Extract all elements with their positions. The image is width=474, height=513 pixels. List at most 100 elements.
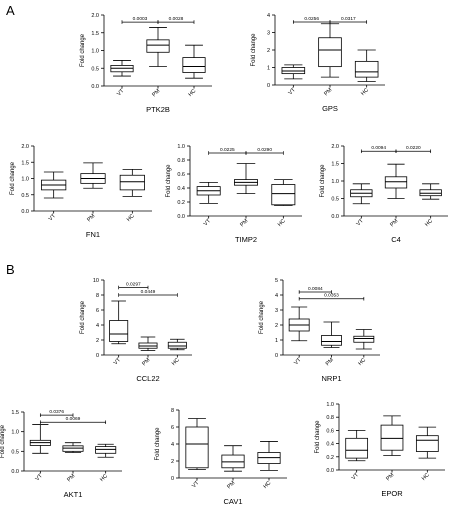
y-tick-label: 0.0 — [331, 214, 339, 220]
x-tick-label: HC — [99, 473, 109, 483]
y-tick-label: 1.5 — [11, 410, 19, 416]
y-tick-label: 3 — [267, 31, 270, 37]
y-tick-label: 0.4 — [177, 186, 185, 192]
y-tick-label: 2 — [171, 459, 174, 465]
panel-label-b: B — [6, 262, 15, 277]
y-tick-label: 0.0 — [91, 84, 99, 90]
p-value-bracket: 0.0094 — [360, 145, 397, 154]
p-value-label: 0.0084 — [308, 286, 323, 292]
y-tick-label: 0.5 — [91, 66, 99, 72]
x-tick-label: HC — [424, 218, 434, 228]
x-tick-label: VT — [351, 472, 361, 482]
box-vt — [196, 181, 221, 204]
chart-c4: 0.0 0.5 1.0 1.5 2.0 Fold change VT PM HC C4 0.0094… — [320, 144, 448, 244]
box-vt — [109, 300, 129, 345]
x-tick-label: PM — [226, 480, 236, 490]
y-tick-label: 4 — [171, 442, 174, 448]
y-tick-label: 1.0 — [21, 177, 29, 183]
y-tick-label: 0.8 — [177, 158, 185, 164]
p-value-label: 0.0376 — [49, 409, 64, 415]
chart-akt1: 0.0 0.5 1.0 1.5 Fold change VT PM HC AKT1 0.03760… — [0, 409, 122, 499]
box-hc — [257, 441, 281, 471]
box-body — [146, 39, 170, 53]
x-tick-label: PM — [385, 472, 395, 482]
box-body — [321, 335, 342, 346]
x-tick-label: PM — [86, 213, 96, 223]
y-tick-label: 10 — [93, 278, 99, 284]
y-tick-label: 2.0 — [91, 13, 99, 19]
p-value-label: 0.0317 — [341, 16, 356, 22]
chart-epor: 0.0 0.2 0.4 0.6 0.8 1.0 Fold change VT PM HC EPOR — [315, 402, 445, 498]
box-body — [95, 446, 117, 454]
y-tick-label: 2 — [96, 338, 99, 344]
gene-title: GPS — [322, 104, 338, 113]
p-value-label: 0.0028 — [169, 16, 184, 22]
y-tick-label: 5 — [275, 278, 278, 284]
x-tick-label: VT — [356, 218, 366, 228]
box-hc — [95, 443, 117, 458]
p-value-label: 0.0069 — [66, 416, 81, 422]
x-tick-label: VT — [288, 87, 298, 97]
y-axis-label: Fold change — [0, 424, 6, 458]
x-tick-label: PM — [389, 218, 399, 228]
y-tick-label: 0.6 — [177, 172, 185, 178]
p-value-bracket: 0.0317 — [329, 16, 368, 24]
x-tick-label: HC — [188, 88, 198, 98]
box-pm — [318, 23, 342, 78]
p-value-label: 0.0094 — [371, 145, 386, 151]
y-tick-label: 0.5 — [331, 197, 339, 203]
p-value-bracket: 0.0220 — [395, 145, 432, 154]
y-axis-label: Fold change — [315, 420, 321, 454]
chart-fn1: 0.0 0.5 1.0 1.5 2.0 Fold change VT PM HC FN1 — [10, 144, 152, 239]
y-tick-label: 0 — [275, 353, 278, 359]
box-hc — [119, 168, 145, 197]
x-tick-label: PM — [239, 218, 249, 228]
box-pm — [384, 163, 408, 199]
p-value-bracket: 0.0003 — [121, 16, 159, 24]
x-tick-label: VT — [203, 218, 213, 228]
p-value-bracket: 0.0376 — [39, 409, 74, 417]
y-tick-label: 0 — [96, 353, 99, 359]
p-value-label: 0.0297 — [126, 281, 141, 287]
panel-label-a: A — [6, 3, 15, 18]
y-tick-label: 0.0 — [11, 469, 19, 475]
box-body — [353, 335, 375, 343]
y-tick-label: 0.5 — [11, 449, 19, 455]
y-tick-label: 8 — [96, 293, 99, 299]
y-tick-label: 3 — [275, 308, 278, 314]
box-body — [415, 435, 439, 452]
y-tick-label: 2 — [267, 48, 270, 54]
box-body — [384, 176, 408, 189]
y-axis-label: Fold change — [320, 164, 326, 198]
y-tick-label: 0.0 — [177, 214, 185, 220]
box-hc — [167, 338, 187, 351]
box-body — [271, 184, 296, 206]
box-pm — [380, 415, 404, 456]
box-vt — [41, 171, 67, 199]
gene-title: EPOR — [381, 489, 403, 498]
p-value-label: 0.0003 — [133, 16, 148, 22]
p-value-bracket: 0.0297 — [118, 281, 149, 290]
y-axis-label: Fold change — [251, 33, 257, 67]
box-vt — [110, 60, 134, 77]
y-tick-label: 6 — [171, 425, 174, 431]
chart-timp2: 0.0 0.2 0.4 0.6 0.8 1.0 Fold change VT PM HC TIMP2… — [166, 144, 302, 244]
y-tick-label: 1.0 — [91, 49, 99, 55]
y-tick-label: 1.5 — [331, 162, 339, 168]
y-tick-label: 0.2 — [326, 455, 334, 461]
box-body — [345, 437, 369, 459]
box-pm — [138, 336, 158, 351]
p-value-bracket: 0.0069 — [39, 416, 107, 425]
x-tick-label: VT — [113, 357, 123, 367]
box-body — [182, 57, 206, 73]
box-body — [185, 426, 209, 469]
y-tick-label: 1.0 — [177, 144, 185, 150]
gene-title: TIMP2 — [235, 235, 257, 244]
gene-title: NRP1 — [321, 374, 341, 383]
y-tick-label: 8 — [171, 408, 174, 414]
y-tick-label: 0.2 — [177, 200, 185, 206]
y-tick-label: 1.5 — [21, 160, 29, 166]
box-hc — [271, 179, 296, 206]
y-tick-label: 2 — [275, 323, 278, 329]
p-value-bracket: 0.0290 — [245, 147, 284, 155]
